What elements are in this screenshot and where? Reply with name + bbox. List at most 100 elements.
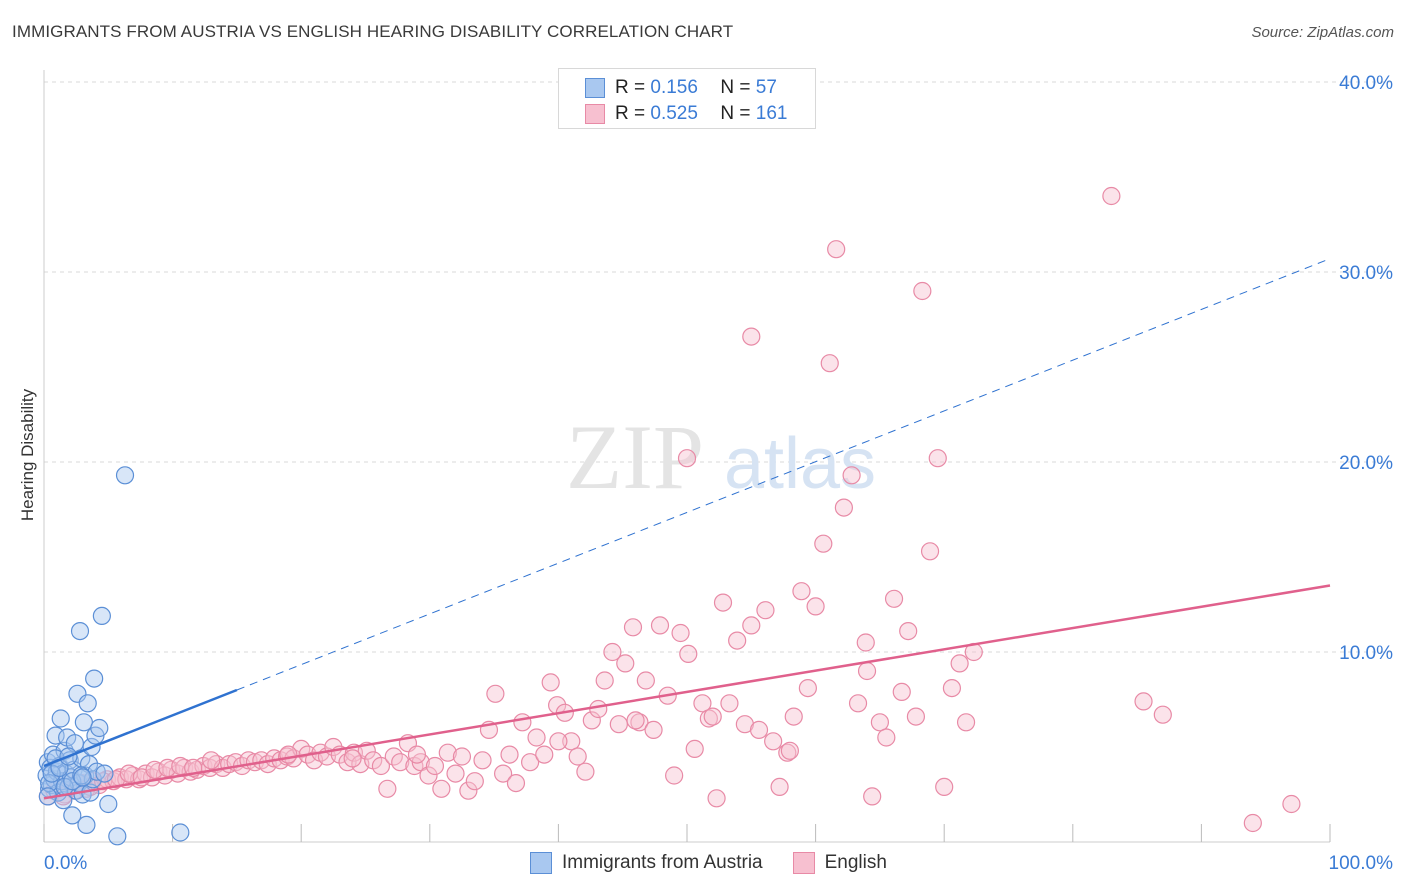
data-point-english: [407, 745, 427, 764]
data-point-english: [742, 327, 761, 346]
data-point-austria: [74, 713, 93, 732]
legend-series: Immigrants from Austria English: [530, 852, 917, 874]
data-point-english: [626, 711, 645, 730]
y-tick-label: 30.0%: [1339, 263, 1393, 284]
data-point-english: [928, 449, 947, 468]
data-point-english: [679, 644, 698, 664]
y-tick-label: 20.0%: [1339, 453, 1393, 474]
n-label: N =: [720, 77, 751, 98]
data-point-english: [713, 593, 733, 612]
data-point-english: [616, 654, 635, 673]
data-point-english: [459, 781, 478, 800]
watermark-zip: ZIP: [566, 406, 704, 508]
data-point-english: [665, 766, 684, 785]
data-point-english: [279, 745, 298, 764]
legend-swatch-pink: [585, 104, 605, 124]
legend-item-austria: Immigrants from Austria: [530, 852, 763, 874]
data-point-austria: [70, 621, 90, 641]
data-point-english: [609, 715, 628, 734]
data-point-english: [677, 449, 697, 468]
data-point-english: [707, 789, 726, 808]
data-point-english: [892, 682, 911, 702]
data-point-english: [906, 707, 926, 726]
n-label: N =: [720, 103, 751, 124]
data-point-english: [432, 779, 451, 798]
data-point-english: [703, 707, 722, 726]
data-point-austria: [171, 823, 190, 842]
data-point-english: [623, 618, 643, 637]
data-point-english: [942, 678, 962, 698]
data-point-english: [650, 616, 670, 635]
data-point-english: [603, 642, 622, 662]
data-point-english: [780, 741, 799, 760]
data-point-english: [728, 631, 747, 650]
data-point-austria: [78, 694, 97, 713]
data-point-english: [595, 671, 614, 690]
data-point-austria: [46, 726, 65, 745]
data-point-english: [820, 354, 839, 373]
data-point-english: [419, 766, 438, 785]
data-point-english: [920, 542, 940, 561]
data-point-english: [749, 720, 769, 740]
data-point-english: [956, 713, 976, 732]
data-point-english: [693, 694, 712, 713]
data-point-english: [1282, 794, 1301, 814]
x-tick-label: 100.0%: [1329, 853, 1394, 874]
legend-item-english: English: [792, 852, 887, 874]
data-point-austria: [115, 466, 135, 485]
data-point-english: [877, 728, 896, 747]
source-label: Source: ZipAtlas.com: [1251, 24, 1394, 41]
data-point-english: [1243, 813, 1262, 833]
data-point-english: [685, 739, 704, 759]
legend-swatch-pink: [792, 852, 815, 874]
data-point-austria: [77, 815, 96, 835]
data-point-english: [842, 466, 861, 485]
data-point-english: [343, 749, 362, 768]
data-point-english: [1102, 186, 1121, 206]
data-point-austria: [108, 827, 127, 846]
data-point-english: [513, 713, 532, 732]
data-point-english: [521, 753, 540, 772]
data-point-english: [473, 751, 492, 770]
data-point-english: [935, 777, 954, 797]
data-point-english: [856, 633, 875, 652]
data-point-english: [720, 694, 739, 713]
data-point-english: [494, 764, 513, 783]
data-point-english: [636, 671, 655, 690]
data-point-english: [1153, 705, 1172, 724]
data-point-english: [756, 601, 775, 620]
data-point-english: [582, 711, 601, 730]
data-point-english: [452, 747, 472, 766]
data-point-english: [742, 616, 761, 635]
n-value: 161: [755, 103, 788, 124]
y-tick-label: 10.0%: [1339, 643, 1393, 664]
data-point-english: [378, 779, 397, 798]
legend-stats: R = 0.156 N = 57 R = 0.525 N = 161: [558, 68, 816, 129]
data-point-english: [465, 772, 484, 791]
data-point-english: [884, 589, 904, 608]
data-point-english: [446, 764, 465, 783]
data-point-english: [950, 654, 969, 673]
data-point-austria: [92, 606, 111, 626]
data-point-english: [506, 773, 526, 793]
data-point-english: [438, 743, 457, 762]
data-point-english: [848, 694, 868, 713]
n-value: 57: [755, 77, 777, 98]
data-point-english: [784, 707, 803, 726]
data-point-english: [863, 787, 882, 806]
data-point-austria: [51, 709, 70, 728]
legend-label-english: English: [824, 852, 887, 873]
data-point-english: [425, 756, 445, 776]
data-point-english: [899, 621, 918, 641]
data-point-english: [549, 732, 568, 751]
data-point-english: [671, 623, 690, 643]
r-label: R =: [615, 103, 646, 124]
data-point-english: [486, 684, 505, 703]
data-point-english: [792, 582, 811, 601]
data-point-austria: [99, 794, 118, 814]
data-point-english: [827, 240, 846, 259]
r-value: 0.525: [650, 103, 698, 124]
data-point-austria: [63, 772, 82, 791]
data-point-english: [798, 678, 817, 698]
